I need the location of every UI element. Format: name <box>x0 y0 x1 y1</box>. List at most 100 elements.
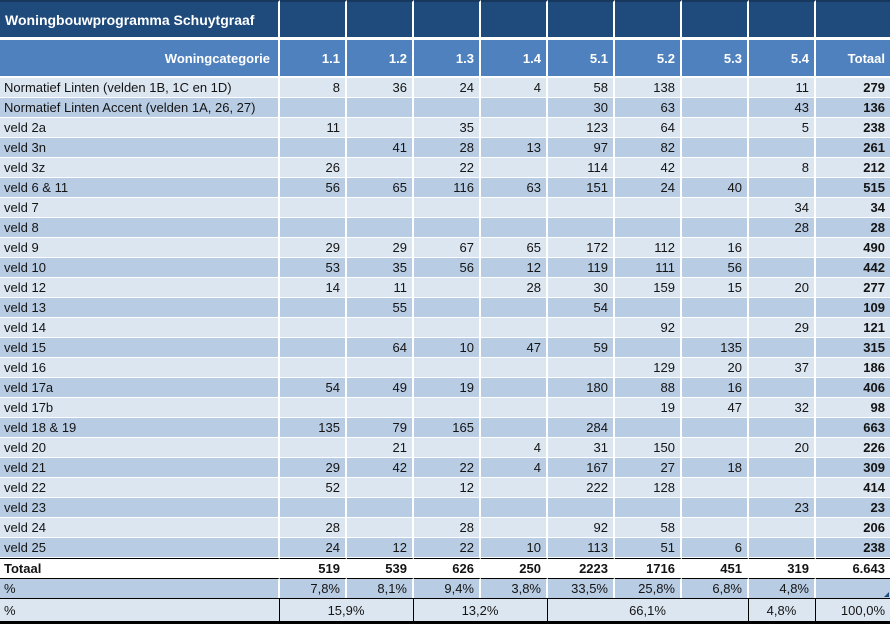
cell[interactable]: 112 <box>615 238 682 258</box>
cell[interactable]: 47 <box>481 338 548 358</box>
cell[interactable] <box>615 298 682 318</box>
cell[interactable]: 37 <box>749 358 816 378</box>
percent-group-cell[interactable]: 100,0% <box>816 598 890 624</box>
cell[interactable] <box>347 198 414 218</box>
column-header[interactable]: 1.2 <box>347 40 414 78</box>
cell[interactable]: 65 <box>347 178 414 198</box>
column-header[interactable]: 1.3 <box>414 40 481 78</box>
cell[interactable]: 35 <box>414 118 481 138</box>
cell[interactable] <box>481 498 548 518</box>
percent-cell[interactable] <box>816 578 890 598</box>
cell[interactable] <box>682 98 749 118</box>
cell[interactable]: 12 <box>347 538 414 558</box>
cell[interactable] <box>347 398 414 418</box>
row-label-cell[interactable]: veld 18 & 19 <box>0 418 280 438</box>
cell[interactable] <box>414 278 481 298</box>
cell[interactable]: 167 <box>548 458 615 478</box>
cell[interactable]: 8 <box>749 158 816 178</box>
row-total-cell[interactable]: 490 <box>816 238 890 258</box>
title-empty-cell[interactable] <box>682 0 749 40</box>
cell[interactable]: 10 <box>481 538 548 558</box>
cell[interactable] <box>682 78 749 98</box>
cell[interactable] <box>414 498 481 518</box>
percent-cell[interactable]: 33,5% <box>548 578 615 598</box>
row-total-cell[interactable]: 515 <box>816 178 890 198</box>
row-total-cell[interactable]: 109 <box>816 298 890 318</box>
percent-cell[interactable]: 8,1% <box>347 578 414 598</box>
cell[interactable]: 129 <box>615 358 682 378</box>
cell[interactable]: 24 <box>615 178 682 198</box>
title-empty-cell[interactable] <box>615 0 682 40</box>
row-label-cell[interactable]: veld 25 <box>0 538 280 558</box>
cell[interactable] <box>280 398 347 418</box>
cell[interactable]: 24 <box>414 78 481 98</box>
cell[interactable]: 138 <box>615 78 682 98</box>
cell[interactable]: 135 <box>682 338 749 358</box>
cell[interactable] <box>682 198 749 218</box>
cell[interactable]: 28 <box>414 518 481 538</box>
cell[interactable] <box>682 418 749 438</box>
row-total-cell[interactable]: 238 <box>816 118 890 138</box>
cell[interactable]: 28 <box>481 278 548 298</box>
table-title[interactable]: Woningbouwprogramma Schuytgraaf <box>0 0 280 40</box>
cell[interactable]: 41 <box>347 138 414 158</box>
cell[interactable]: 180 <box>548 378 615 398</box>
row-label-cell[interactable]: veld 20 <box>0 438 280 458</box>
cell[interactable] <box>414 98 481 118</box>
column-header[interactable]: Totaal <box>816 40 890 78</box>
cell[interactable]: 22 <box>414 158 481 178</box>
cell[interactable]: 67 <box>414 238 481 258</box>
cell[interactable]: 23 <box>749 498 816 518</box>
row-total-cell[interactable]: 238 <box>816 538 890 558</box>
title-empty-cell[interactable] <box>347 0 414 40</box>
percent-group-cell[interactable]: 66,1% <box>548 598 749 624</box>
cell[interactable]: 113 <box>548 538 615 558</box>
cell[interactable]: 58 <box>615 518 682 538</box>
column-header[interactable]: 5.3 <box>682 40 749 78</box>
cell[interactable] <box>481 518 548 538</box>
cell[interactable]: 28 <box>749 218 816 238</box>
column-header[interactable]: 5.2 <box>615 40 682 78</box>
cell[interactable]: 24 <box>280 538 347 558</box>
cell[interactable]: 27 <box>615 458 682 478</box>
cell[interactable]: 54 <box>548 298 615 318</box>
row-label-cell[interactable]: veld 21 <box>0 458 280 478</box>
cell[interactable]: 20 <box>749 278 816 298</box>
cell[interactable]: 42 <box>347 458 414 478</box>
cell[interactable]: 29 <box>749 318 816 338</box>
cell[interactable] <box>682 218 749 238</box>
row-total-cell[interactable]: 121 <box>816 318 890 338</box>
cell[interactable]: 35 <box>347 258 414 278</box>
cell[interactable]: 64 <box>615 118 682 138</box>
cell[interactable]: 47 <box>682 398 749 418</box>
percent-group-cell[interactable]: 13,2% <box>414 598 548 624</box>
row-label-cell[interactable]: veld 14 <box>0 318 280 338</box>
row-label-cell[interactable]: veld 10 <box>0 258 280 278</box>
cell[interactable]: 11 <box>347 278 414 298</box>
cell[interactable]: 30 <box>548 98 615 118</box>
row-total-cell[interactable]: 279 <box>816 78 890 98</box>
cell[interactable]: 64 <box>347 338 414 358</box>
cell[interactable]: 56 <box>280 178 347 198</box>
total-row-label[interactable]: Totaal <box>0 558 280 578</box>
row-label-cell[interactable]: veld 2a <box>0 118 280 138</box>
cell[interactable]: 18 <box>682 458 749 478</box>
cell[interactable]: 135 <box>280 418 347 438</box>
cell[interactable]: 4 <box>481 78 548 98</box>
row-total-cell[interactable]: 98 <box>816 398 890 418</box>
cell[interactable]: 88 <box>615 378 682 398</box>
cell[interactable]: 97 <box>548 138 615 158</box>
cell[interactable] <box>749 378 816 398</box>
cell[interactable]: 222 <box>548 478 615 498</box>
percent-cell[interactable]: 25,8% <box>615 578 682 598</box>
row-total-cell[interactable]: 315 <box>816 338 890 358</box>
row-label-cell[interactable]: veld 8 <box>0 218 280 238</box>
percent-cell[interactable]: 6,8% <box>682 578 749 598</box>
cell[interactable]: 159 <box>615 278 682 298</box>
cell[interactable]: 40 <box>682 178 749 198</box>
row-label-cell[interactable]: veld 17b <box>0 398 280 418</box>
cell[interactable]: 28 <box>280 518 347 538</box>
row-total-cell[interactable]: 28 <box>816 218 890 238</box>
title-empty-cell[interactable] <box>280 0 347 40</box>
cell[interactable] <box>280 358 347 378</box>
